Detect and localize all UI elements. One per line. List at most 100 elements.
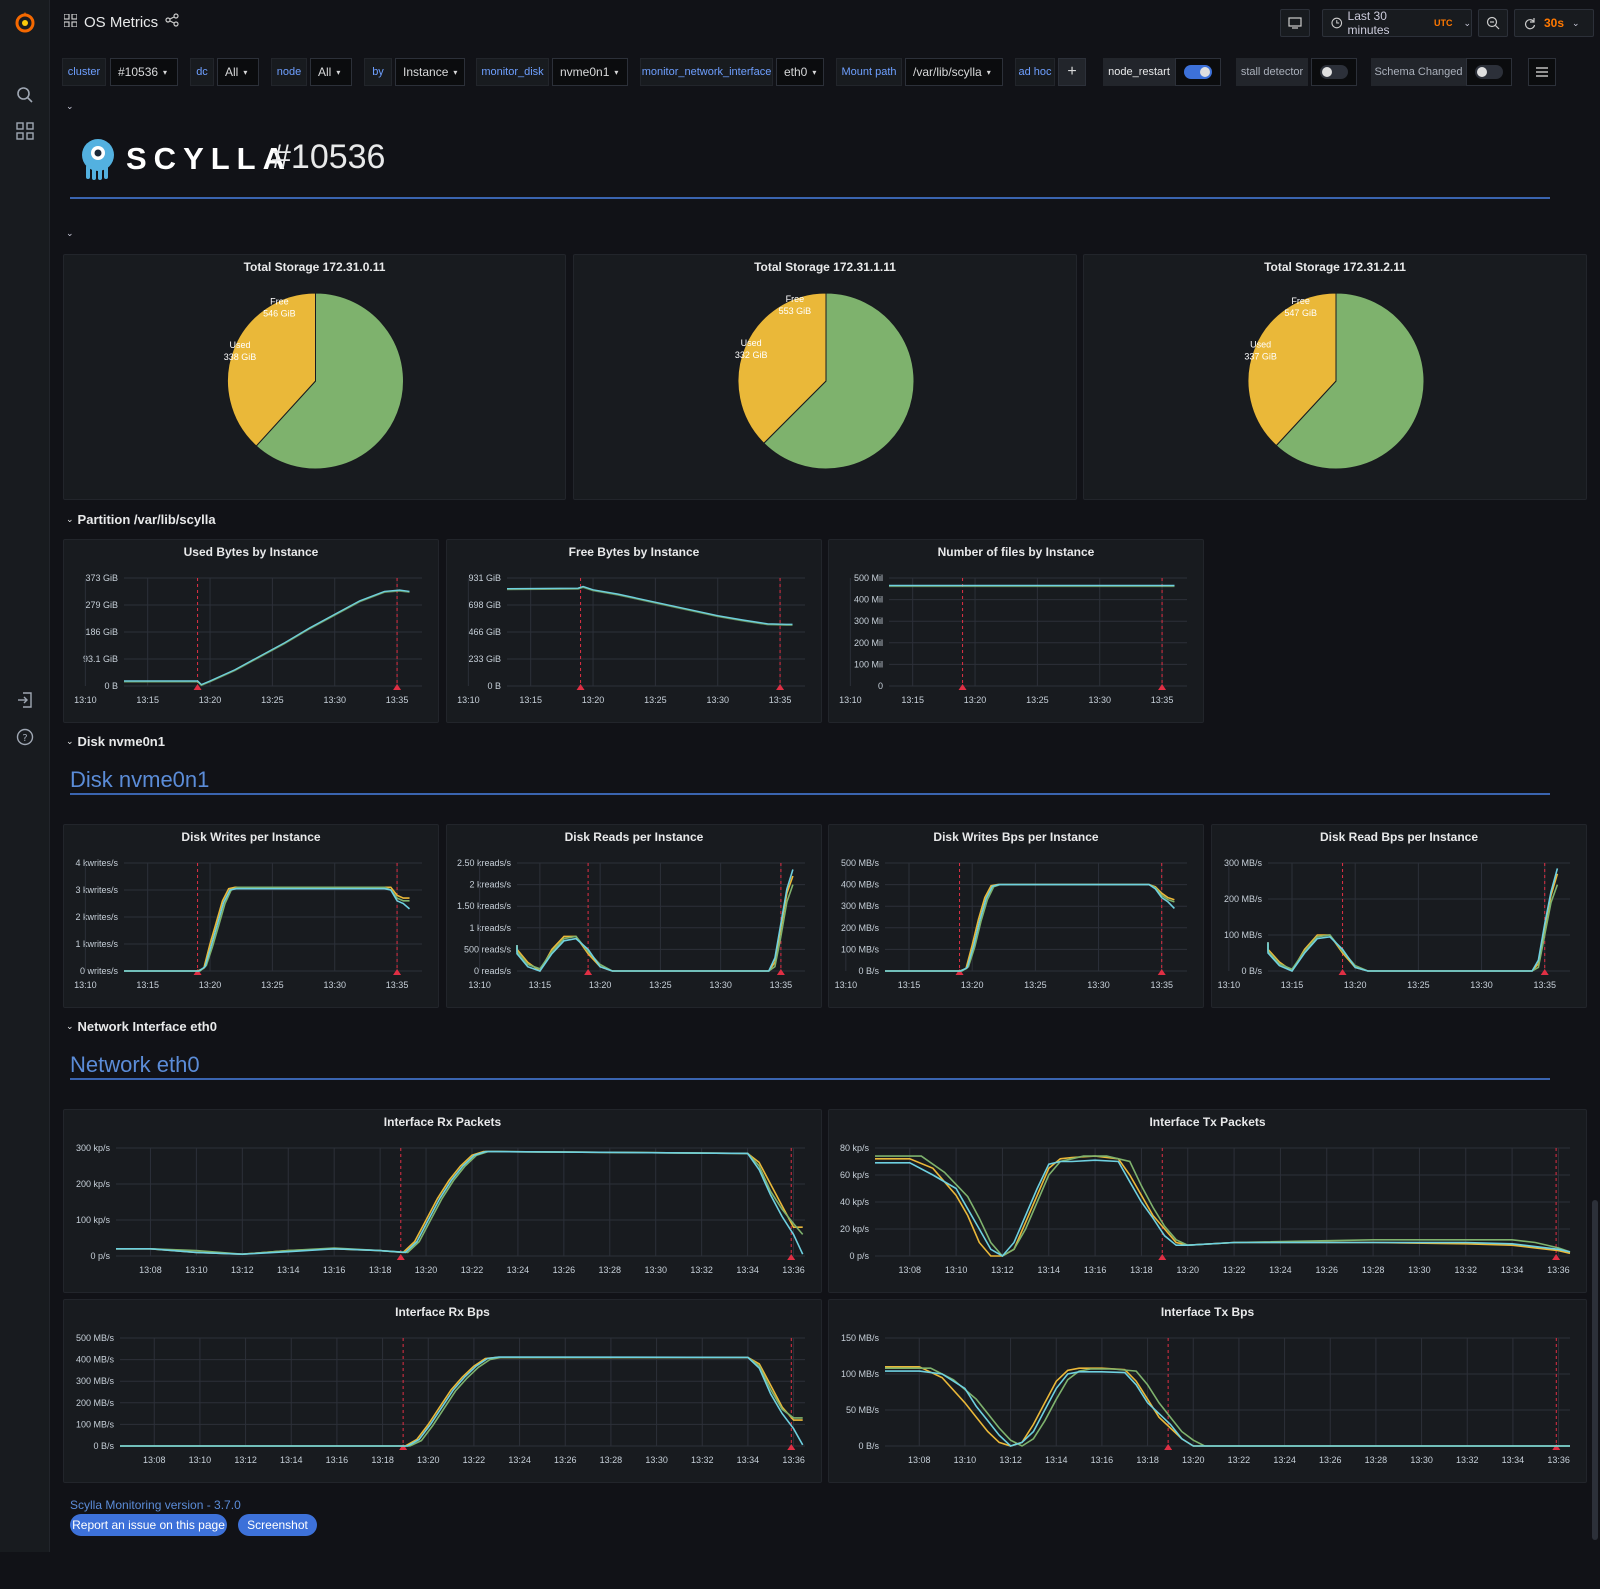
annotation-marker (393, 684, 402, 690)
y-tick-label: 0 p/s (849, 1251, 869, 1261)
y-tick-label: 60 kp/s (840, 1170, 870, 1180)
x-tick-label: 13:12 (999, 1455, 1022, 1465)
search-icon[interactable] (13, 83, 37, 107)
var-select-monitor-disk[interactable]: nvme0n1 ▾ (552, 58, 628, 86)
panel-title: Total Storage 172.31.1.11 (754, 260, 896, 274)
x-tick-label: 13:36 (782, 1455, 805, 1465)
x-tick-label: 13:20 (964, 695, 987, 705)
panel-free-bytes[interactable]: Free Bytes by Instance 0 B 233 GiB 466 GiB… (446, 539, 822, 723)
annotation-marker (1552, 1444, 1561, 1450)
dashboard-title[interactable]: OS Metrics (63, 12, 179, 31)
stall-detector-toggle[interactable] (1311, 58, 1357, 86)
dashboards-icon[interactable] (13, 119, 37, 143)
zoom-out-button[interactable] (1478, 9, 1508, 37)
x-tick-label: 13:30 (1408, 1265, 1431, 1275)
y-tick-label: 698 GiB (468, 600, 501, 610)
y-tick-label: 2 kwrites/s (75, 912, 118, 922)
panel-tx-bps[interactable]: Interface Tx Bps 0 B/s 50 MB/s 100 MB/s 150… (828, 1299, 1587, 1483)
toggle-track (1475, 65, 1503, 79)
toggle-knob (1200, 67, 1210, 77)
tv-mode-button[interactable] (1280, 9, 1310, 37)
annotation-marker (576, 684, 585, 690)
node-restart-toggle[interactable] (1175, 58, 1221, 86)
row-collapse-chevron-icon[interactable]: ⌄ (66, 228, 74, 238)
x-tick-label: 13:08 (898, 1265, 921, 1275)
row-disk[interactable]: ⌄ Disk nvme0n1 (66, 734, 165, 749)
chevron-down-icon: ▾ (336, 67, 341, 77)
var-value-monitor-disk: nvme0n1 (560, 65, 610, 79)
section-divider (70, 793, 1550, 795)
series-line (124, 886, 410, 972)
share-icon[interactable] (165, 13, 179, 31)
panel-rx-packets[interactable]: Interface Rx Packets 0 p/s 100 kp/s 200 kp… (63, 1109, 822, 1293)
x-tick-label: 13:36 (782, 1265, 805, 1275)
row-partition[interactable]: ⌄ Partition /var/lib/scylla (66, 512, 216, 527)
y-tick-label: 80 kp/s (840, 1143, 870, 1153)
y-tick-label: 100 MB/s (841, 944, 880, 954)
panel-title: Free Bytes by Instance (568, 545, 700, 559)
y-tick-label: 2 kreads/s (469, 880, 511, 890)
y-tick-label: 50 MB/s (846, 1405, 880, 1415)
pie-label-used-value: 332 GiB (735, 350, 768, 360)
panel-total-storage-1[interactable]: Total Storage 172.31.1.11 Used 332 GiB Fre… (573, 254, 1077, 500)
panel-number-of-files[interactable]: Number of files by Instance 0 100 Mil 200 … (828, 539, 1204, 723)
pie-slice-free (1275, 292, 1425, 470)
panel-disk-writes[interactable]: Disk Writes per Instance 0 writes/s 1 kwr… (63, 824, 439, 1008)
y-tick-label: 40 kp/s (840, 1197, 870, 1207)
y-tick-label: 0 p/s (90, 1251, 110, 1261)
chevron-down-icon: ⌄ (1463, 17, 1471, 28)
panel-total-storage-0[interactable]: Total Storage 172.31.0.11 Used 338 GiB Fre… (63, 254, 566, 500)
y-tick-label: 100 Mil (854, 659, 883, 669)
x-tick-label: 13:15 (519, 695, 542, 705)
add-filter-button[interactable]: + (1058, 58, 1086, 86)
x-tick-label: 13:20 (199, 980, 222, 990)
time-range-picker[interactable]: Last 30 minutes UTC ⌄ (1322, 9, 1472, 37)
var-select-by[interactable]: Instance ▾ (395, 58, 465, 86)
toggle-knob (1477, 67, 1487, 77)
panel-rx-bps[interactable]: Interface Rx Bps 0 B/s 100 MB/s 200 MB/s 30… (63, 1299, 822, 1483)
report-issue-button[interactable]: Report an issue on this page (70, 1514, 227, 1536)
series-line (506, 585, 793, 626)
help-icon[interactable]: ? (13, 725, 37, 749)
x-tick-label: 13:20 (1344, 980, 1367, 990)
x-tick-label: 13:24 (1269, 1265, 1292, 1275)
panel-disk-reads[interactable]: Disk Reads per Instance 0 reads/s 500 rea… (446, 824, 822, 1008)
var-select-mount-path[interactable]: /var/lib/scylla ▾ (905, 58, 1003, 86)
monitoring-version-link[interactable]: Scylla Monitoring version - 3.7.0 (70, 1498, 241, 1512)
x-tick-label: 13:10 (468, 980, 491, 990)
x-tick-label: 13:20 (961, 980, 984, 990)
x-tick-label: 13:34 (1502, 1455, 1525, 1465)
x-tick-label: 13:08 (139, 1265, 162, 1275)
series-line (516, 884, 794, 972)
schema-changed-toggle[interactable] (1466, 58, 1512, 86)
panel-disk-writes-bps[interactable]: Disk Writes Bps per Instance 0 B/s 100 MB… (828, 824, 1204, 1008)
toggle-knob (1322, 67, 1332, 77)
timeseries-chart: 0 B/s 100 MB/s 200 MB/s 300 MB/s 400 MB/s 500… (835, 858, 1187, 990)
var-select-cluster[interactable]: #10536 ▾ (110, 58, 178, 86)
annotation-marker (955, 969, 964, 975)
panel-used-bytes[interactable]: Used Bytes by Instance 0 B 93.1 GiB 186 Gi… (63, 539, 439, 723)
timeseries-chart: 0 B/s 100 MB/s 200 MB/s 300 MB/s 13:10 13:15 1… (1218, 858, 1570, 990)
refresh-picker[interactable]: 30s ⌄ (1514, 9, 1594, 37)
y-tick-label: 20 kp/s (840, 1224, 870, 1234)
menu-button[interactable] (1528, 58, 1556, 86)
row-collapse-chevron-icon[interactable]: ⌄ (66, 101, 74, 111)
series-line (116, 1150, 803, 1256)
series-line (875, 1155, 1571, 1258)
y-tick-label: 500 MB/s (841, 858, 880, 868)
row-network[interactable]: ⌄ Network Interface eth0 (66, 1019, 217, 1034)
var-select-dc[interactable]: All ▾ (217, 58, 259, 86)
x-tick-label: 13:25 (261, 695, 284, 705)
var-select-node[interactable]: All ▾ (310, 58, 352, 86)
sign-in-icon[interactable] (13, 688, 37, 712)
x-tick-label: 13:22 (1223, 1265, 1246, 1275)
scrollbar[interactable] (1592, 1200, 1598, 1540)
panel-tx-packets[interactable]: Interface Tx Packets 0 p/s 20 kp/s 40 kp/s… (828, 1109, 1587, 1293)
grafana-logo-icon[interactable] (13, 10, 37, 34)
y-tick-label: 300 Mil (854, 616, 883, 626)
panel-total-storage-2[interactable]: Total Storage 172.31.2.11 Used 337 GiB Fre… (1083, 254, 1587, 500)
panel-disk-read-bps[interactable]: Disk Read Bps per Instance 0 B/s 100 MB/s… (1211, 824, 1587, 1008)
screenshot-button[interactable]: Screenshot (238, 1514, 317, 1536)
var-select-monitor-network-interface[interactable]: eth0 ▾ (776, 58, 824, 86)
series-line (116, 1150, 804, 1256)
